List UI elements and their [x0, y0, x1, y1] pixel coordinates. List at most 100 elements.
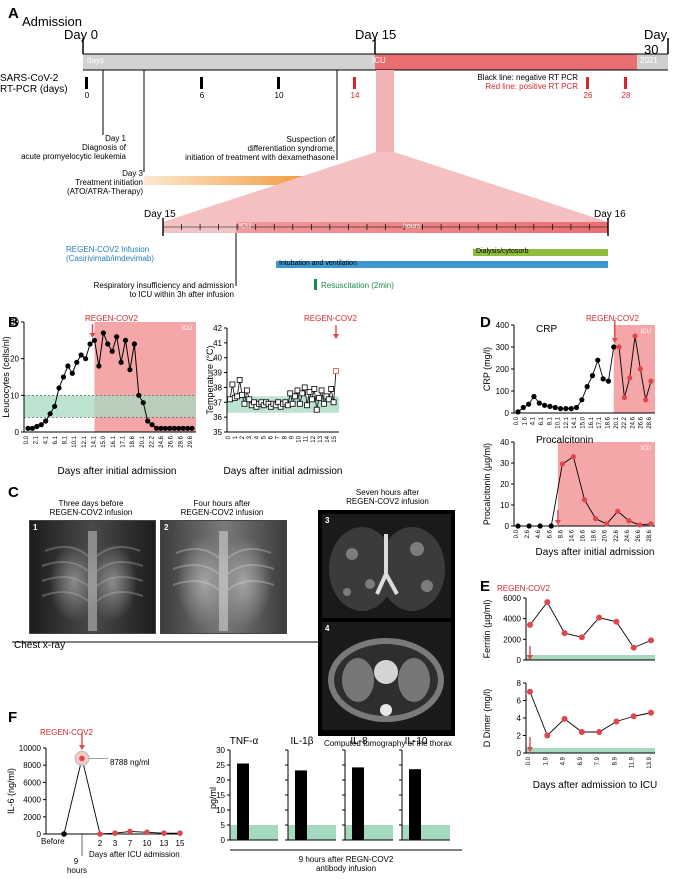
xray1-caption: Three days before REGEN-COV2 infusion	[29, 499, 153, 517]
pcr-day-6: 6	[199, 91, 205, 100]
ferritin-point	[596, 614, 603, 621]
y-tick-label: 0	[221, 836, 226, 845]
procalcitonin-point	[570, 454, 577, 460]
crp-point	[605, 378, 612, 384]
panel-b-label: B	[8, 314, 19, 331]
procalcitonin-point	[548, 523, 554, 529]
y-tick-label: 39	[213, 369, 222, 378]
crp-point	[526, 401, 532, 407]
il6-point	[79, 755, 85, 762]
leuco-point	[47, 411, 53, 417]
xray-image-2: 2	[160, 520, 287, 634]
x-tick-label: 8.1	[547, 416, 553, 425]
admission-label: Admission	[22, 14, 82, 29]
y-tick-label: 40	[213, 354, 222, 363]
leuco-point	[51, 403, 58, 409]
y-tick-label: 4000	[23, 796, 41, 805]
ddimer-point	[527, 688, 533, 695]
regen-infusion-line2: (Casirivimab/imdevimab)	[66, 254, 155, 263]
x-tick-label: 9	[290, 435, 296, 439]
respiratory-label: Respiratory insufficiency and admission …	[60, 281, 234, 299]
x-tick-label: 0.0	[514, 529, 520, 538]
x-tick-label: 7	[275, 435, 281, 439]
crp-point	[552, 404, 558, 411]
temp-point	[333, 368, 339, 374]
x-tick-label: 0.0	[514, 416, 520, 425]
icu-label: ICU	[182, 326, 192, 332]
x-tick-label: 10.1	[72, 435, 78, 447]
leuco-point	[149, 422, 155, 428]
timeline-icu-label: ICU	[372, 56, 386, 65]
ct3-graphic	[329, 527, 445, 611]
leuco-ylabel: Leucocytes (cells/nl)	[1, 336, 11, 418]
event-suspicion-line2: differentiation syndrome,	[247, 144, 335, 153]
respiratory-line1: Respiratory insufficiency and admission	[93, 281, 234, 290]
y-tick-label: 2000	[503, 635, 521, 644]
y-tick-label: 41	[213, 339, 222, 348]
y-tick-label: 36	[213, 413, 222, 422]
leuco-point	[114, 334, 120, 340]
y-tick-label: 20	[10, 355, 19, 364]
y-tick-label: 30	[500, 459, 509, 468]
panel-e-label: E	[480, 578, 491, 595]
d-xlabel: Days after initial admission	[535, 547, 655, 558]
x-tick-label: 26.6	[169, 435, 175, 447]
x-tick-label: 29.6	[188, 435, 194, 447]
e-xlabel: Days after admission to ICU	[532, 780, 658, 791]
leuco-point	[74, 359, 80, 365]
y-tick-label: 30	[216, 746, 225, 755]
temp-point	[287, 390, 294, 397]
event-day1-line3: acute promyelocytic leukemia	[21, 152, 126, 161]
regen-arrowhead	[333, 334, 339, 339]
ferritin-point	[527, 621, 533, 628]
leuco-point	[65, 363, 71, 369]
temp-point	[241, 400, 248, 407]
xray1-caption-line2: REGEN-COV2 infusion	[49, 508, 133, 517]
crp-point	[621, 395, 627, 401]
il6-chart: 0 2000 4000 6000 8000 10000 2 3 7 10 13 15 IL-6 (ng/…	[6, 732, 185, 856]
x-tick-label: 28.6	[178, 435, 184, 447]
ferritin-point	[544, 599, 551, 606]
temp-point	[289, 400, 296, 407]
x-tick-label: 17.1	[120, 435, 126, 447]
leuco-point	[38, 422, 44, 428]
leuco-point	[118, 359, 124, 365]
il6-point	[61, 831, 67, 837]
event-suspicion-line3: initiation of treatment with dexamethaso…	[185, 153, 335, 162]
crp-point	[632, 333, 638, 339]
x-tick-label: 20.1	[614, 416, 620, 428]
x-tick-label: 18.6	[592, 529, 598, 541]
dialysis-label: Dialysis/cytosorb	[476, 248, 529, 255]
ddimer-point	[630, 713, 637, 720]
leuco-point	[29, 425, 36, 431]
y-tick-label: 5	[221, 821, 226, 830]
x-tick-label: 4.6	[536, 529, 542, 538]
xray-image-1: 1	[29, 520, 156, 634]
temp-point	[292, 393, 298, 400]
y-tick-label: 6000	[503, 594, 521, 603]
y-tick-label: 300	[496, 343, 510, 352]
x-tick-label: 2.6	[525, 529, 531, 538]
crp-point	[531, 393, 537, 400]
il6-before: Before	[41, 837, 65, 846]
reference-band	[526, 655, 655, 660]
event-day3-line1: Day 3	[122, 169, 143, 178]
procalcitonin-point	[592, 516, 599, 522]
x-tick-label: 1	[233, 435, 239, 439]
leuco-point	[153, 425, 160, 431]
panel-f-label: F	[8, 709, 18, 726]
bar-caption-line1: 9 hours after REGN-COV2	[298, 855, 394, 864]
x-tick-label: 11	[304, 435, 310, 442]
pct-title: Procalcitonin	[536, 435, 594, 446]
leuco-point	[83, 356, 89, 362]
crp-point	[611, 344, 617, 350]
leuco-point	[158, 425, 164, 431]
x-tick-label: 0.0	[24, 435, 30, 444]
day30-label: Day 30	[644, 27, 668, 57]
y-tick-label: 4	[517, 714, 522, 723]
zoom-day16: Day 16	[594, 209, 626, 220]
il6-line	[63, 758, 180, 835]
leuco-point	[105, 341, 111, 347]
x-tick-label: 0	[226, 435, 232, 439]
